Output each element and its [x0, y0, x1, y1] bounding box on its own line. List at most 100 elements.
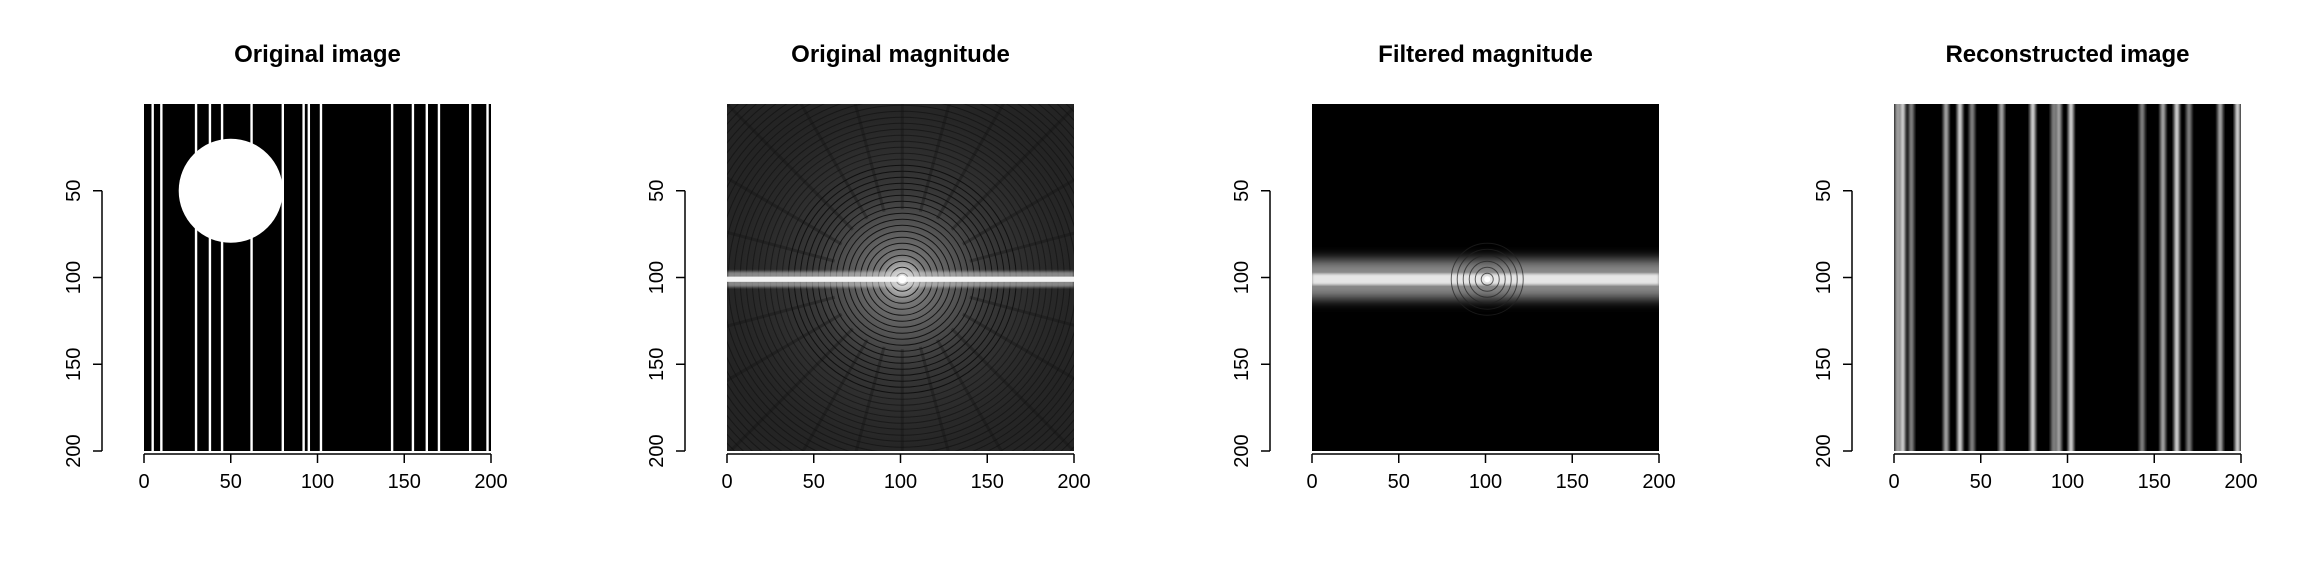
panel-2: Original magnitude 0 50 100 150 200 50 100 150 20… — [646, 41, 1091, 493]
y-tick-label: 100 — [1231, 261, 1253, 294]
spectrum-spoke — [727, 312, 843, 383]
spectrum-spoke — [935, 104, 1006, 220]
spectrum-spoke — [728, 327, 854, 451]
reconstructed-line — [2186, 104, 2192, 451]
filtered-ring — [1456, 248, 1518, 310]
vertical-line — [160, 104, 163, 451]
filtered-ring — [1480, 272, 1494, 286]
x-tick-label: 200 — [2224, 471, 2257, 493]
reconstructed-line — [2217, 104, 2223, 451]
y-tick-label: 200 — [1231, 434, 1253, 467]
reconstructed-line — [1999, 104, 2004, 451]
spectrum-spoke — [853, 104, 886, 213]
x-tick-label: 0 — [1306, 471, 1317, 493]
spectrum-spoke — [962, 178, 1074, 246]
y-axis: 50 100 150 200 — [646, 180, 686, 468]
white-disk — [178, 138, 283, 243]
x-tick-label: 100 — [1469, 471, 1502, 493]
spectrum-spoke — [969, 295, 1074, 327]
y-tick-label: 150 — [1231, 348, 1253, 381]
x-tick-label: 150 — [971, 471, 1004, 493]
x-tick-label: 200 — [1057, 471, 1090, 493]
panel-1: Original image 0 50 100 150 200 50 100 150 200 — [63, 41, 508, 493]
vertical-line — [425, 104, 429, 451]
vertical-line — [220, 104, 224, 451]
y-tick-label: 150 — [646, 348, 668, 381]
vertical-line — [151, 104, 154, 451]
x-axis: 0 50 100 150 200 — [721, 453, 1091, 493]
x-tick-label: 0 — [721, 471, 732, 493]
y-tick-label: 200 — [646, 434, 668, 467]
x-axis: 0 50 100 150 200 — [1306, 453, 1676, 493]
image-background — [1894, 104, 2241, 451]
x-tick-label: 50 — [803, 471, 825, 493]
spectrum-spoke — [918, 104, 951, 213]
x-tick-label: 200 — [474, 471, 507, 493]
spectrum-spoke — [727, 176, 843, 246]
reconstructed-line — [2068, 104, 2074, 451]
filtered-ring — [1468, 260, 1506, 298]
y-tick-label: 200 — [1813, 434, 1835, 467]
spectrum-spoke — [962, 312, 1074, 381]
panel-4: Reconstructed image 0 50 100 150 200 50 100 150 2… — [1813, 41, 2258, 493]
reconstructed-line — [1900, 104, 1905, 451]
y-tick-label: 150 — [63, 348, 85, 381]
x-tick-label: 150 — [1556, 471, 1589, 493]
y-tick-label: 100 — [63, 261, 85, 294]
x-tick-label: 100 — [884, 471, 917, 493]
x-axis: 0 50 100 150 200 — [138, 453, 508, 493]
image-area — [144, 104, 491, 451]
vertical-line — [319, 104, 323, 451]
panel-title: Reconstructed image — [1945, 41, 2189, 68]
reconstructed-line — [2056, 104, 2062, 451]
x-tick-label: 200 — [1642, 471, 1675, 493]
vertical-line — [486, 104, 489, 451]
reconstructed-line — [2030, 104, 2035, 451]
reconstructed-line — [2051, 104, 2056, 451]
reconstructed-line — [2174, 104, 2180, 451]
vertical-line — [194, 104, 198, 451]
x-tick-label: 50 — [1970, 471, 1992, 493]
vertical-line — [468, 104, 472, 451]
vertical-line — [390, 104, 394, 451]
y-tick-label: 50 — [646, 180, 668, 202]
y-tick-label: 100 — [1813, 261, 1835, 294]
vertical-line — [250, 104, 253, 451]
spectrum-spoke — [727, 104, 854, 231]
spectrum-spoke — [969, 231, 1074, 263]
panel-title: Filtered magnitude — [1378, 41, 1593, 68]
x-tick-label: 50 — [1388, 471, 1410, 493]
spectrum-spoke — [854, 346, 886, 451]
spectrum-center — [898, 275, 907, 284]
spectrum-spoke — [727, 230, 836, 263]
panel-title: Original image — [234, 41, 401, 68]
reconstructed-line — [1909, 104, 1914, 451]
vertical-line — [307, 104, 311, 451]
y-tick-label: 150 — [1813, 348, 1835, 381]
x-tick-label: 0 — [138, 471, 149, 493]
reconstructed-line — [2139, 104, 2145, 451]
x-tick-label: 0 — [1888, 471, 1899, 493]
x-tick-label: 150 — [2138, 471, 2171, 493]
filtered-ring — [1474, 266, 1500, 292]
spectrum-spoke — [727, 295, 836, 328]
spectrum-spoke — [918, 346, 950, 451]
reconstructed-line — [2160, 104, 2166, 451]
spectrum-spoke — [950, 327, 1074, 451]
spectrum-spoke — [801, 339, 869, 451]
spectrum-spoke — [799, 104, 869, 220]
filtered-ring — [1462, 254, 1512, 304]
reconstructed-line — [2235, 104, 2240, 451]
spectrum-spoke — [935, 339, 1004, 451]
filtered-ring — [1450, 242, 1524, 316]
y-tick-label: 50 — [63, 180, 85, 202]
x-tick-label: 100 — [301, 471, 334, 493]
spectrum-spoke — [950, 105, 1074, 231]
reconstructed-line — [1969, 104, 1975, 451]
filtered-center — [1484, 276, 1491, 283]
y-tick-label: 50 — [1813, 180, 1835, 202]
x-tick-label: 150 — [388, 471, 421, 493]
vertical-line — [302, 104, 305, 451]
image-area — [727, 104, 1074, 451]
